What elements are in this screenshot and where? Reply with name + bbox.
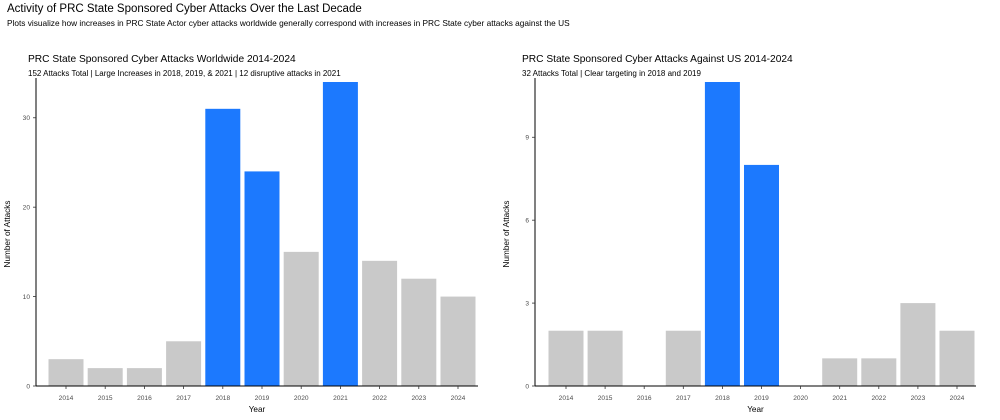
x-tick-label-2018: 2018	[715, 395, 730, 402]
bar-2015	[587, 330, 623, 386]
x-tick-label-2024: 2024	[950, 395, 965, 402]
y-tick-label-10: 10	[23, 294, 31, 301]
x-axis-label: Year	[249, 405, 266, 414]
bar-2018	[205, 108, 241, 386]
bar-2024	[440, 296, 476, 386]
y-tick-label-0: 0	[26, 383, 30, 390]
x-tick-label-2017: 2017	[676, 395, 691, 402]
y-tick-label-9: 9	[525, 135, 529, 142]
bar-2015	[87, 368, 123, 386]
x-tick-label-2021: 2021	[832, 395, 847, 402]
bar-2014	[548, 330, 584, 386]
bar-2021	[322, 82, 358, 386]
figure-title: Activity of PRC State Sponsored Cyber At…	[7, 3, 362, 15]
x-tick-label-2023: 2023	[911, 395, 926, 402]
chart-title: PRC State Sponsored Cyber Attacks Agains…	[522, 54, 793, 65]
us-attacks-chart: PRC State Sponsored Cyber Attacks Agains…	[494, 0, 1000, 420]
y-tick-label-3: 3	[525, 300, 529, 307]
chart-plot-area: 0 3 6 9 2014 2015 2016 2017 2018 2019 2020 2021 2022…	[502, 78, 976, 414]
bar-2024	[939, 330, 975, 386]
x-tick-label-2018: 2018	[215, 395, 230, 402]
x-tick-label-2015: 2015	[98, 395, 113, 402]
x-tick-label-2014: 2014	[59, 395, 74, 402]
x-axis-label: Year	[747, 405, 764, 414]
y-axis-label: Number of Attacks	[3, 201, 12, 268]
bar-2016	[126, 368, 162, 386]
bar-2022	[861, 358, 897, 386]
x-tick-label-2019: 2019	[255, 395, 270, 402]
bar-2014	[48, 359, 84, 386]
figure-subtitle: Plots visualize how increases in PRC Sta…	[7, 18, 570, 28]
x-tick-label-2016: 2016	[137, 395, 152, 402]
x-tick-label-2022: 2022	[372, 395, 387, 402]
y-axis-label: Number of Attacks	[502, 201, 511, 268]
x-tick-label-2021: 2021	[333, 395, 348, 402]
x-tick-label-2017: 2017	[176, 395, 191, 402]
bar-2017	[665, 330, 701, 386]
x-tick-label-2015: 2015	[598, 395, 613, 402]
bar-2023	[900, 303, 936, 386]
bar-2018	[704, 82, 740, 386]
bar-2020	[283, 251, 319, 386]
bar-2023	[401, 278, 437, 386]
chart-subtitle: 32 Attacks Total | Clear targeting in 20…	[522, 69, 701, 78]
chart-plot-area: 0 10 20 30 2014 2015 2016 2017 2018 2019 2020 2021 2…	[3, 78, 478, 414]
x-tick-label-2014: 2014	[559, 395, 574, 402]
y-tick-label-20: 20	[23, 204, 31, 211]
x-tick-label-2023: 2023	[411, 395, 426, 402]
worldwide-attacks-chart: PRC State Sponsored Cyber Attacks Worldw…	[3, 54, 478, 414]
y-tick-label-0: 0	[525, 383, 529, 390]
x-tick-label-2024: 2024	[451, 395, 466, 402]
chart-subtitle: 152 Attacks Total | Large Increases in 2…	[28, 69, 341, 78]
bar-2017	[166, 341, 202, 386]
x-tick-label-2016: 2016	[637, 395, 652, 402]
x-tick-label-2020: 2020	[294, 395, 309, 402]
bar-2021	[822, 358, 858, 386]
y-tick-label-6: 6	[525, 217, 529, 224]
bar-2019	[244, 171, 280, 386]
bar-2019	[744, 164, 779, 386]
x-tick-label-2019: 2019	[754, 395, 769, 402]
bar-2022	[362, 260, 398, 386]
x-tick-label-2020: 2020	[793, 395, 808, 402]
chart-title: PRC State Sponsored Cyber Attacks Worldw…	[28, 54, 296, 65]
y-tick-label-30: 30	[23, 115, 31, 122]
x-tick-label-2022: 2022	[871, 395, 886, 402]
